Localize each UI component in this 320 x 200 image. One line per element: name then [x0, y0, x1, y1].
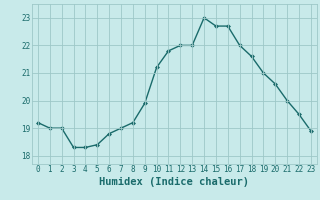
- X-axis label: Humidex (Indice chaleur): Humidex (Indice chaleur): [100, 177, 249, 187]
